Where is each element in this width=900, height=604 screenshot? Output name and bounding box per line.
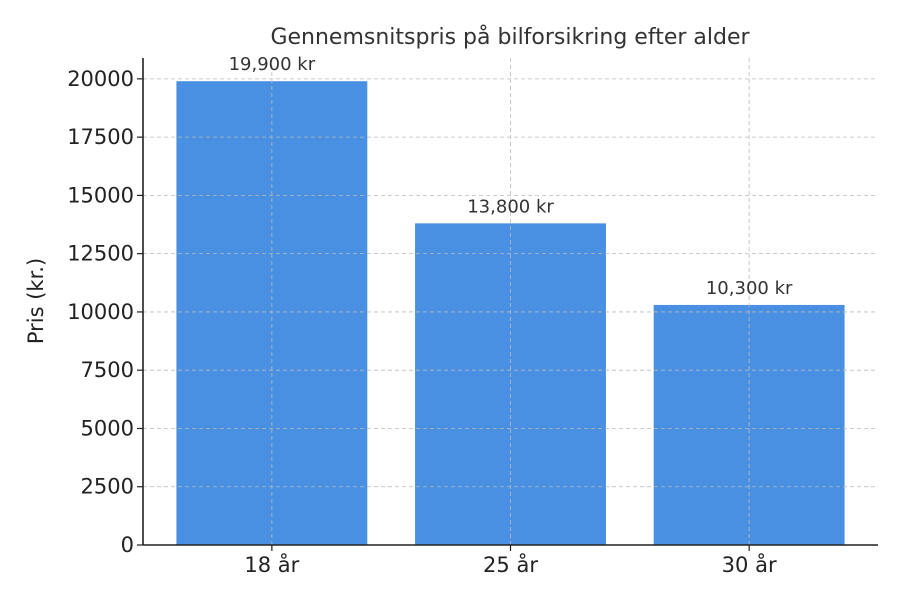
chart-title: Gennemsnitspris på bilforsikring efter a… (270, 24, 750, 50)
data-label: 13,800 kr (467, 196, 554, 217)
data-label: 19,900 kr (229, 54, 316, 75)
x-tick-label: 30 år (722, 552, 777, 577)
y-tick-label: 17500 (67, 125, 134, 149)
y-tick-label: 15000 (67, 183, 134, 207)
y-tick-label: 7500 (81, 358, 134, 382)
y-axis-label: Pris (kr.) (24, 258, 48, 344)
y-tick-label: 2500 (81, 475, 134, 499)
y-tick-label: 0 (121, 533, 134, 557)
y-tick-label: 20000 (67, 67, 134, 91)
y-tick-label: 10000 (67, 300, 134, 324)
x-tick-label: 18 år (244, 552, 299, 577)
y-tick-label: 12500 (67, 242, 134, 266)
x-tick-label: 25 år (483, 552, 538, 577)
data-label: 10,300 kr (706, 278, 793, 299)
y-tick-label: 5000 (81, 416, 134, 440)
